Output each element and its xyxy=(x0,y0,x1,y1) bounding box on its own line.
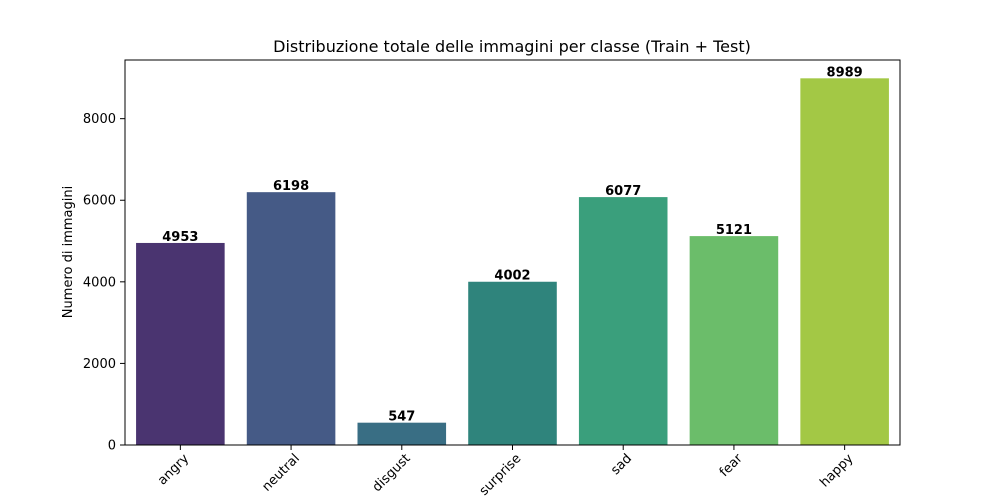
y-tick-label: 2000 xyxy=(83,357,116,372)
bar-value-label-fear: 5121 xyxy=(716,223,752,238)
x-axis-ticks: angry neutral disgust surprise sad fear happy xyxy=(155,445,857,499)
bars-group: 4953 6198 547 4002 6077 5121 8989 xyxy=(136,65,889,445)
chart-title: Distribuzione totale delle immagini per … xyxy=(273,37,751,56)
y-tick-label: 8000 xyxy=(83,112,116,127)
bar-value-label-neutral: 6198 xyxy=(273,179,309,194)
plot-frame xyxy=(124,59,901,446)
bar-surprise xyxy=(468,281,557,445)
y-tick-label: 6000 xyxy=(83,194,116,209)
x-tick-label-happy: happy xyxy=(817,451,856,490)
bar-value-label-disgust: 547 xyxy=(388,410,415,425)
bar-disgust xyxy=(357,422,447,445)
bar-value-label-surprise: 4002 xyxy=(494,269,530,284)
x-tick-label-fear: fear xyxy=(717,451,746,480)
y-axis-ticks: 0 2000 4000 6000 8000 xyxy=(83,112,125,454)
bar-happy xyxy=(800,78,889,445)
bar-angry xyxy=(136,242,225,445)
bar-value-label-sad: 6077 xyxy=(605,184,641,199)
x-tick-label-neutral: neutral xyxy=(259,451,302,494)
x-tick-label-surprise: surprise xyxy=(477,451,525,499)
bar-value-label-happy: 8989 xyxy=(827,65,863,80)
bar-sad xyxy=(578,197,668,445)
x-tick-label-angry: angry xyxy=(155,451,192,488)
y-tick-label: 4000 xyxy=(83,275,116,290)
bar-value-label-angry: 4953 xyxy=(162,230,198,245)
x-tick-label-sad: sad xyxy=(608,451,635,478)
bar-fear xyxy=(689,236,779,445)
y-axis-label: Numero di immagini xyxy=(61,186,76,318)
bar-neutral xyxy=(246,192,336,445)
y-tick-label: 0 xyxy=(108,439,116,454)
x-tick-label-disgust: disgust xyxy=(370,451,414,495)
